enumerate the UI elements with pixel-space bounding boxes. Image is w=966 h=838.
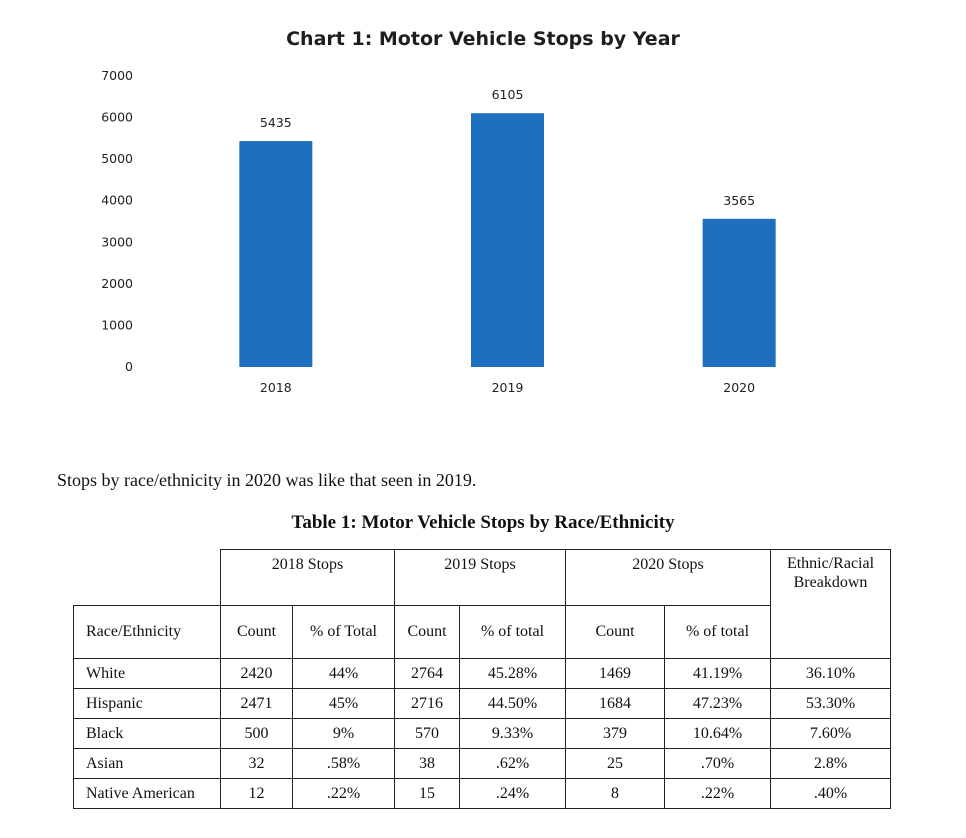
table-cell: .24% bbox=[459, 778, 566, 809]
table-cell: 9.33% bbox=[459, 718, 566, 749]
table-cell: 2716 bbox=[394, 688, 460, 719]
group-header-2018: 2018 Stops bbox=[220, 549, 395, 606]
y-tick-label: 1000 bbox=[101, 317, 133, 332]
table-title: Table 1: Motor Vehicle Stops by Race/Eth… bbox=[291, 512, 675, 533]
y-tick-label: 3000 bbox=[101, 234, 133, 249]
table-cell: 38 bbox=[394, 748, 460, 779]
y-tick-label: 5000 bbox=[101, 151, 133, 166]
table-cell: 36.10% bbox=[770, 658, 891, 689]
table-cell: .70% bbox=[664, 748, 771, 779]
data-label-2018: 5435 bbox=[260, 115, 292, 130]
row-label: Native American bbox=[73, 778, 221, 809]
table-cell: 12 bbox=[220, 778, 293, 809]
data-label-2020: 3565 bbox=[723, 193, 755, 208]
breakdown-header: Ethnic/Racial Breakdown bbox=[770, 549, 891, 659]
table-subheader-row: Race/Ethnicity Count % of Total Count % … bbox=[73, 605, 891, 659]
table-cell: 8 bbox=[565, 778, 665, 809]
table-cell: 47.23% bbox=[664, 688, 771, 719]
subheader-count-2020: Count bbox=[565, 605, 665, 659]
subheader-pct-2018: % of Total bbox=[292, 605, 395, 659]
table-row: Hispanic 2471 45% 2716 44.50% 1684 47.23% 53.30… bbox=[73, 688, 891, 719]
table-row: White 2420 44% 2764 45.28% 1469 41.19% 36.10% bbox=[73, 658, 891, 689]
breakdown-header-line2: Breakdown bbox=[793, 574, 868, 591]
breakdown-header-line1: Ethnic/Racial bbox=[786, 555, 875, 572]
stops-table-container: 2018 Stops 2019 Stops 2020 Stops Ethnic/… bbox=[73, 549, 891, 809]
x-tick-label-2020: 2020 bbox=[723, 380, 755, 395]
row-header-race: Race/Ethnicity bbox=[73, 605, 221, 659]
table-cell: 2764 bbox=[394, 658, 460, 689]
empty-corner-cell bbox=[74, 550, 221, 606]
bar-chart: 0 1000 2000 3000 4000 5000 6000 7000 5435 2018 610… bbox=[101, 68, 776, 395]
group-header-2019: 2019 Stops bbox=[394, 549, 566, 606]
paragraph-text: Stops by race/ethnicity in 2020 was like… bbox=[57, 470, 477, 490]
row-label: Black bbox=[73, 718, 221, 749]
stops-table: 2018 Stops 2019 Stops 2020 Stops Ethnic/… bbox=[73, 549, 891, 809]
table-cell: .40% bbox=[770, 778, 891, 809]
table-cell: 41.19% bbox=[664, 658, 771, 689]
subheader-pct-2020: % of total bbox=[664, 605, 771, 659]
y-tick-label: 0 bbox=[125, 359, 133, 374]
chart-title: Chart 1: Motor Vehicle Stops by Year bbox=[286, 28, 680, 50]
table-cell: 7.60% bbox=[770, 718, 891, 749]
table-cell: 1469 bbox=[565, 658, 665, 689]
table-cell: 45% bbox=[292, 688, 395, 719]
bar-2019 bbox=[471, 113, 544, 368]
subheader-count-2018: Count bbox=[220, 605, 293, 659]
subheader-count-2019: Count bbox=[394, 605, 460, 659]
table-cell: 32 bbox=[220, 748, 293, 779]
x-tick-label-2018: 2018 bbox=[260, 380, 292, 395]
row-label: Asian bbox=[73, 748, 221, 779]
table-group-header-row: 2018 Stops 2019 Stops 2020 Stops Ethnic/… bbox=[74, 549, 891, 659]
group-header-2020: 2020 Stops bbox=[565, 549, 771, 606]
y-tick-label: 2000 bbox=[101, 276, 133, 291]
x-tick-label-2019: 2019 bbox=[492, 380, 524, 395]
table-cell: 2.8% bbox=[770, 748, 891, 779]
table-row: Black 500 9% 570 9.33% 379 10.64% 7.60% bbox=[73, 718, 891, 749]
subheader-pct-2019: % of total bbox=[459, 605, 566, 659]
table-cell: 53.30% bbox=[770, 688, 891, 719]
table-cell: 25 bbox=[565, 748, 665, 779]
table-cell: 2471 bbox=[220, 688, 293, 719]
table-cell: 45.28% bbox=[459, 658, 566, 689]
bar-2020 bbox=[702, 218, 776, 367]
table-cell: 500 bbox=[220, 718, 293, 749]
table-cell: .22% bbox=[664, 778, 771, 809]
data-label-2019: 6105 bbox=[492, 87, 524, 102]
y-tick-label: 4000 bbox=[101, 193, 133, 208]
table-cell: .22% bbox=[292, 778, 395, 809]
table-cell: 2420 bbox=[220, 658, 293, 689]
table-cell: .58% bbox=[292, 748, 395, 779]
table-cell: 1684 bbox=[565, 688, 665, 719]
table-cell: .62% bbox=[459, 748, 566, 779]
row-label: White bbox=[73, 658, 221, 689]
table-cell: 379 bbox=[565, 718, 665, 749]
table-cell: 44.50% bbox=[459, 688, 566, 719]
y-tick-label: 6000 bbox=[101, 110, 133, 125]
table-cell: 44% bbox=[292, 658, 395, 689]
table-cell: 10.64% bbox=[664, 718, 771, 749]
table-cell: 570 bbox=[394, 718, 460, 749]
y-tick-label: 7000 bbox=[101, 68, 133, 83]
table-row: Asian 32.58% 38.62% 25.70% 2.8% bbox=[73, 748, 891, 779]
table-cell: 15 bbox=[394, 778, 460, 809]
table-cell: 9% bbox=[292, 718, 395, 749]
table-row: Native American 12.22% 15.24% 8.22% .40% bbox=[73, 778, 891, 809]
row-label: Hispanic bbox=[73, 688, 221, 719]
bar-2018 bbox=[239, 141, 313, 367]
